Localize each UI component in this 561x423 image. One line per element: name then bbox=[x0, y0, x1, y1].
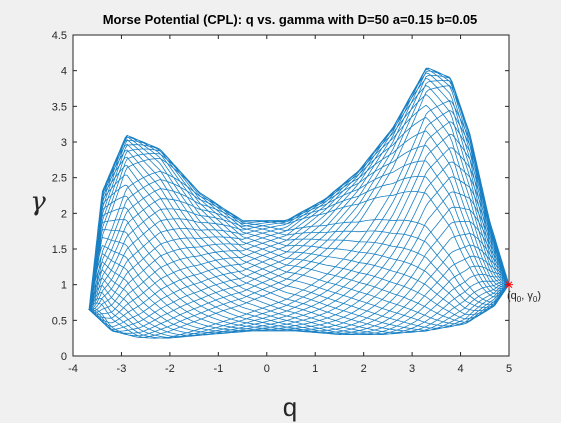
x-tick-label: 4 bbox=[457, 363, 463, 375]
y-tick-label: 0.5 bbox=[52, 315, 67, 327]
axes-box bbox=[72, 34, 510, 357]
y-axis-label: γ bbox=[30, 187, 46, 217]
y-tick-label: 4.5 bbox=[52, 30, 67, 42]
y-tick-label: 1 bbox=[61, 280, 67, 292]
y-tick-label: 2 bbox=[61, 208, 67, 220]
y-tick-label: 3 bbox=[61, 137, 67, 149]
chart-title: Morse Potential (CPL): q vs. gamma with … bbox=[103, 12, 478, 27]
y-tick-label: 1.5 bbox=[52, 244, 67, 256]
plot-area bbox=[73, 35, 509, 356]
x-tick-label: 1 bbox=[312, 363, 318, 375]
x-tick-label: 0 bbox=[264, 363, 270, 375]
y-tick-label: 4 bbox=[61, 66, 67, 78]
initial-point-label: (q0, γ0) bbox=[507, 290, 541, 304]
x-tick-label: -1 bbox=[213, 363, 223, 375]
y-ticks: 0 0.5 1 1.5 2 2.5 3 3.5 4 4.5 bbox=[52, 30, 509, 363]
y-tick-label: 2.5 bbox=[52, 173, 67, 185]
x-tick-label: -2 bbox=[165, 363, 175, 375]
initial-point-marker-stroke bbox=[505, 281, 513, 289]
y-tick-label: 3.5 bbox=[52, 101, 67, 113]
x-tick-label: 2 bbox=[361, 363, 367, 375]
x-tick-label: 5 bbox=[506, 363, 512, 375]
x-tick-label: -3 bbox=[117, 363, 127, 375]
x-axis-label: q bbox=[283, 392, 297, 422]
x-tick-label: 3 bbox=[409, 363, 415, 375]
marker-group bbox=[505, 280, 513, 289]
x-ticks: -4 -3 -2 -1 0 1 2 3 4 5 bbox=[68, 35, 512, 375]
y-tick-label: 0 bbox=[61, 351, 67, 363]
x-tick-label: -4 bbox=[68, 363, 78, 375]
